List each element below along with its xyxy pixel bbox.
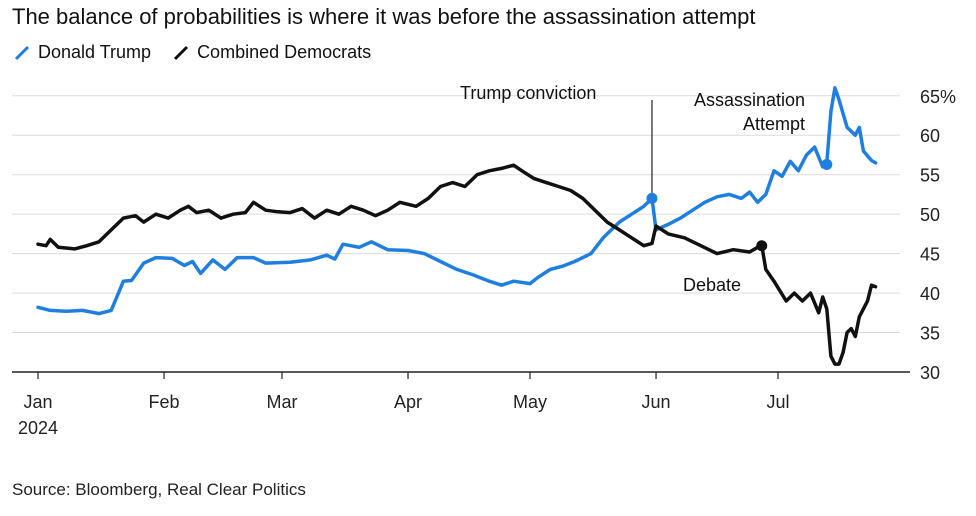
legend-label-trump: Donald Trump bbox=[38, 42, 152, 62]
y-tick-label: 55 bbox=[920, 166, 940, 186]
event-marker bbox=[821, 158, 833, 170]
legend-swatch-trump bbox=[14, 45, 30, 60]
legend-item-democrats: Combined Democrats bbox=[173, 42, 371, 63]
legend-label-democrats: Combined Democrats bbox=[197, 42, 372, 62]
annotation-label: Debate bbox=[683, 275, 741, 295]
x-tick-label: Jan bbox=[23, 392, 52, 412]
chart-title: The balance of probabilities is where it… bbox=[12, 4, 756, 29]
x-tick-label: Jul bbox=[767, 392, 790, 412]
annotation-label: Trump conviction bbox=[460, 83, 596, 103]
annotation-label: Assassination bbox=[694, 90, 805, 110]
annotation-label: Attempt bbox=[743, 114, 805, 134]
y-tick-label: 65% bbox=[920, 87, 956, 107]
event-marker bbox=[646, 192, 658, 204]
x-tick-label: Apr bbox=[394, 392, 422, 412]
x-tick-label: Mar bbox=[266, 392, 297, 412]
legend-swatch-democrats bbox=[174, 45, 189, 60]
x-tick-label: May bbox=[513, 392, 547, 412]
y-tick-label: 45 bbox=[920, 245, 940, 265]
x-tick-label: Jun bbox=[642, 392, 671, 412]
y-tick-label: 50 bbox=[920, 205, 940, 225]
y-tick-label: 60 bbox=[920, 126, 940, 146]
y-tick-label: 40 bbox=[920, 284, 940, 304]
event-marker bbox=[756, 240, 768, 252]
x-tick-label: Feb bbox=[149, 392, 180, 412]
source-note: Source: Bloomberg, Real Clear Politics bbox=[12, 480, 306, 499]
legend: Donald Trump Combined Democrats bbox=[14, 42, 371, 63]
y-tick-label: 30 bbox=[920, 363, 940, 383]
series-line-democrats bbox=[36, 163, 878, 366]
series-line-trump bbox=[36, 86, 878, 316]
y-tick-label: 35 bbox=[920, 324, 940, 344]
x-tick-sublabel: 2024 bbox=[18, 418, 58, 438]
legend-item-trump: Donald Trump bbox=[14, 42, 151, 63]
